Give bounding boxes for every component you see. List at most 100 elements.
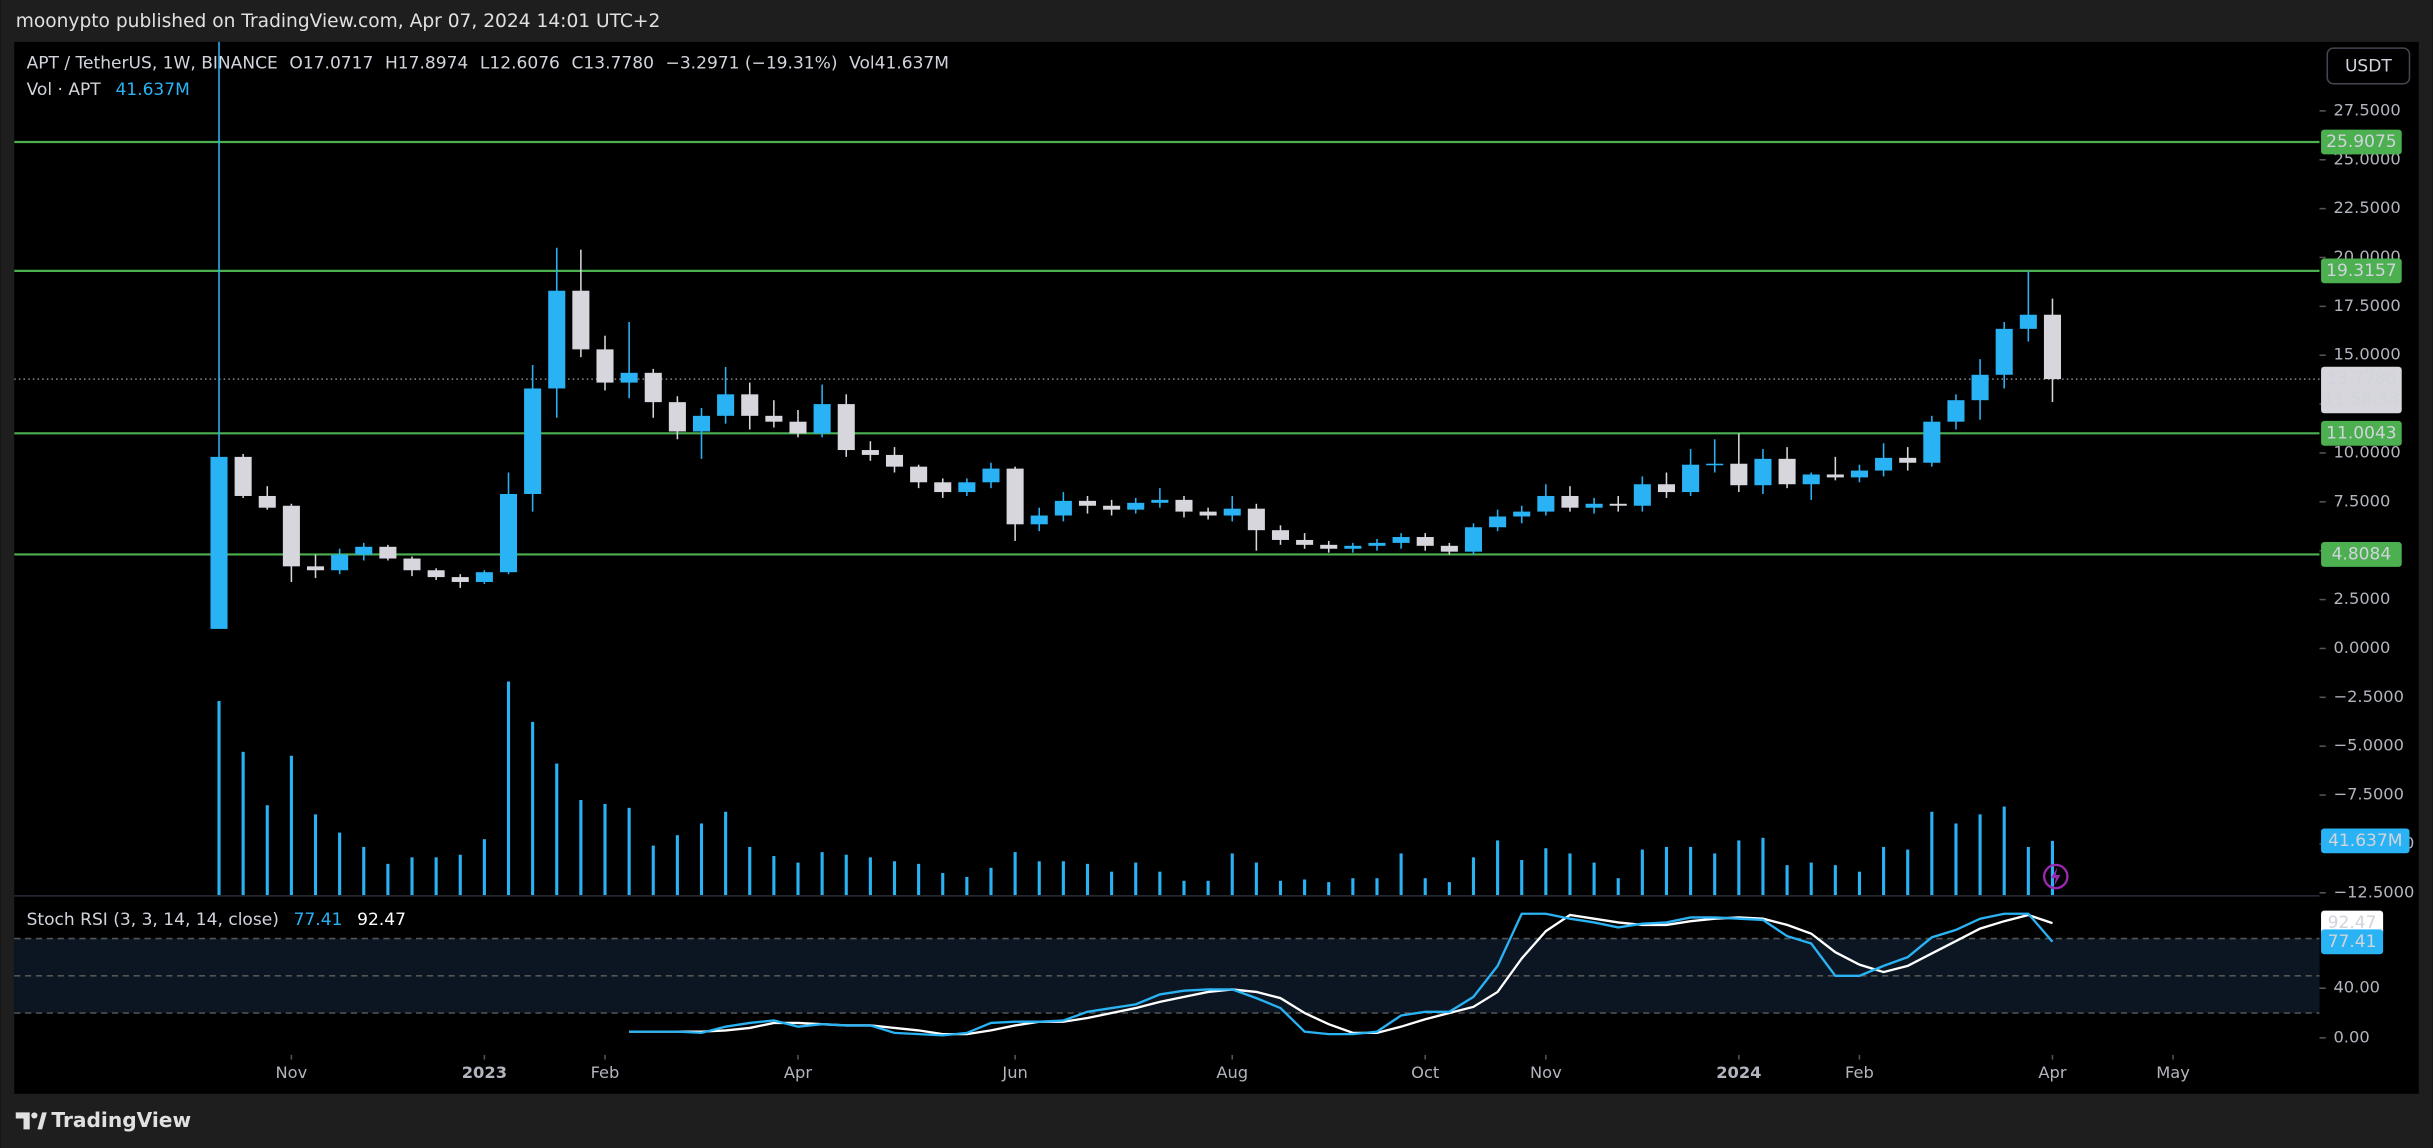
- x-tick-label: Apr: [2038, 1063, 2066, 1082]
- candle-body: [1802, 474, 1820, 485]
- volume-bar: [289, 755, 293, 896]
- level-label: 25.9075: [2326, 132, 2397, 152]
- volume-bar: [1013, 852, 1017, 896]
- candle-body: [403, 558, 421, 571]
- level-label: 4.8084: [2332, 544, 2392, 564]
- volume-bar: [531, 721, 535, 896]
- volume-bar: [555, 763, 559, 896]
- volume-bar: [434, 857, 438, 896]
- publisher: moonypto published on TradingView.com, A…: [16, 11, 661, 32]
- candle-body: [1320, 544, 1338, 549]
- volume-bar: [989, 867, 993, 896]
- candle-body: [789, 421, 807, 434]
- candle-body: [234, 456, 252, 496]
- currency-button[interactable]: [2326, 47, 2411, 85]
- candle-body: [2043, 314, 2061, 380]
- candle-body: [1151, 499, 1169, 503]
- volume-bar: [410, 857, 414, 896]
- alert-icon[interactable]: [2042, 863, 2069, 890]
- candle-body: [620, 372, 638, 383]
- legend-volume: Vol41.637M: [849, 54, 949, 74]
- candle-body: [1585, 503, 1603, 508]
- candle-body: [1440, 545, 1458, 552]
- y-tick-label: 17.5000: [2333, 296, 2400, 315]
- candle-body: [451, 577, 469, 582]
- x-tick-label: Aug: [1216, 1063, 1248, 1082]
- volume-bar: [506, 681, 511, 896]
- volume-bar: [699, 823, 704, 896]
- candle-body: [644, 372, 662, 403]
- brand-logo: [15, 1112, 47, 1130]
- candle-body: [355, 546, 373, 555]
- volume-bar: [1399, 853, 1403, 896]
- y-tick-label: 27.5000: [2333, 100, 2400, 119]
- candle-body: [1513, 511, 1531, 517]
- candle-body: [1706, 463, 1724, 466]
- level-label-box: [2321, 258, 2402, 284]
- volume-bar: [892, 861, 897, 896]
- candle-body: [1223, 508, 1241, 516]
- volume-label-box: [2321, 828, 2410, 854]
- volume-bar: [2026, 846, 2030, 896]
- candle-body: [379, 546, 397, 559]
- volume-bar: [724, 811, 728, 896]
- x-tick-label: May: [2156, 1063, 2190, 1082]
- y-tick-label: −7.5000: [2333, 785, 2404, 804]
- candle-body: [475, 572, 493, 582]
- legend-change: −3.2971 (−19.31%): [666, 54, 838, 74]
- candle-body: [1416, 537, 1434, 546]
- candle-body: [934, 482, 952, 493]
- candle-body: [1489, 516, 1507, 528]
- candle-body: [1006, 468, 1024, 525]
- volume-bar: [1134, 862, 1138, 896]
- x-tick-label: Oct: [1411, 1063, 1439, 1082]
- stoch-legend: Stoch RSI (3, 3, 14, 14, close) 77.41 92…: [27, 910, 406, 930]
- x-tick-label: Nov: [276, 1063, 308, 1082]
- candle-body: [572, 290, 590, 350]
- volume-label: 41.637M: [2328, 831, 2402, 851]
- x-tick-label: Feb: [591, 1063, 620, 1082]
- candle-body: [2019, 314, 2037, 329]
- candle-body: [1175, 499, 1193, 512]
- candle-body: [668, 402, 686, 432]
- volume-bar: [1110, 871, 1114, 896]
- candle-body: [306, 566, 325, 571]
- volume-bar: [1713, 853, 1717, 896]
- volume-name: Vol · APT: [27, 80, 102, 100]
- stoch-k-value: 77.41: [294, 910, 343, 930]
- candle-body: [258, 495, 276, 508]
- candle-body: [1609, 503, 1627, 506]
- stoch-name: Stoch RSI (3, 3, 14, 14, close): [27, 910, 279, 930]
- volume-bar: [675, 835, 679, 896]
- volume-bar: [1230, 853, 1234, 896]
- candle-body: [499, 494, 518, 573]
- candle-body: [1633, 484, 1651, 506]
- volume-bar: [1664, 846, 1669, 896]
- volume-bar: [1761, 837, 1765, 896]
- candle-body: [1078, 500, 1097, 506]
- legend-high: H17.8974: [385, 54, 468, 74]
- candle-body: [1826, 474, 1844, 478]
- candle-body: [861, 450, 879, 455]
- candle-body: [548, 290, 566, 389]
- overlay: 27.500025.000022.500020.000017.500015.00…: [276, 100, 2415, 1082]
- candle-body: [1947, 400, 1965, 422]
- candle-body: [1754, 458, 1772, 486]
- level-label: 19.3157: [2326, 261, 2397, 281]
- y-tick-label: 22.5000: [2333, 198, 2400, 217]
- y-tick-label: 15.0000: [2333, 345, 2400, 364]
- candle-body: [1899, 457, 1917, 463]
- volume-bar: [579, 800, 583, 896]
- candle-body: [1682, 464, 1700, 493]
- volume-bar: [1327, 882, 1331, 896]
- level-label-box: [2321, 542, 2402, 567]
- volume-bar: [820, 852, 824, 896]
- last-price-box: [2321, 366, 2402, 414]
- candle-body: [1537, 495, 1555, 512]
- volume-bar: [1423, 878, 1427, 896]
- volume-bar: [1785, 865, 1789, 896]
- candle-body: [596, 349, 614, 383]
- candle-body: [982, 468, 1000, 483]
- candle-body: [692, 415, 711, 432]
- symbol: APT / TetherUS, 1W, BINANCE: [27, 54, 278, 74]
